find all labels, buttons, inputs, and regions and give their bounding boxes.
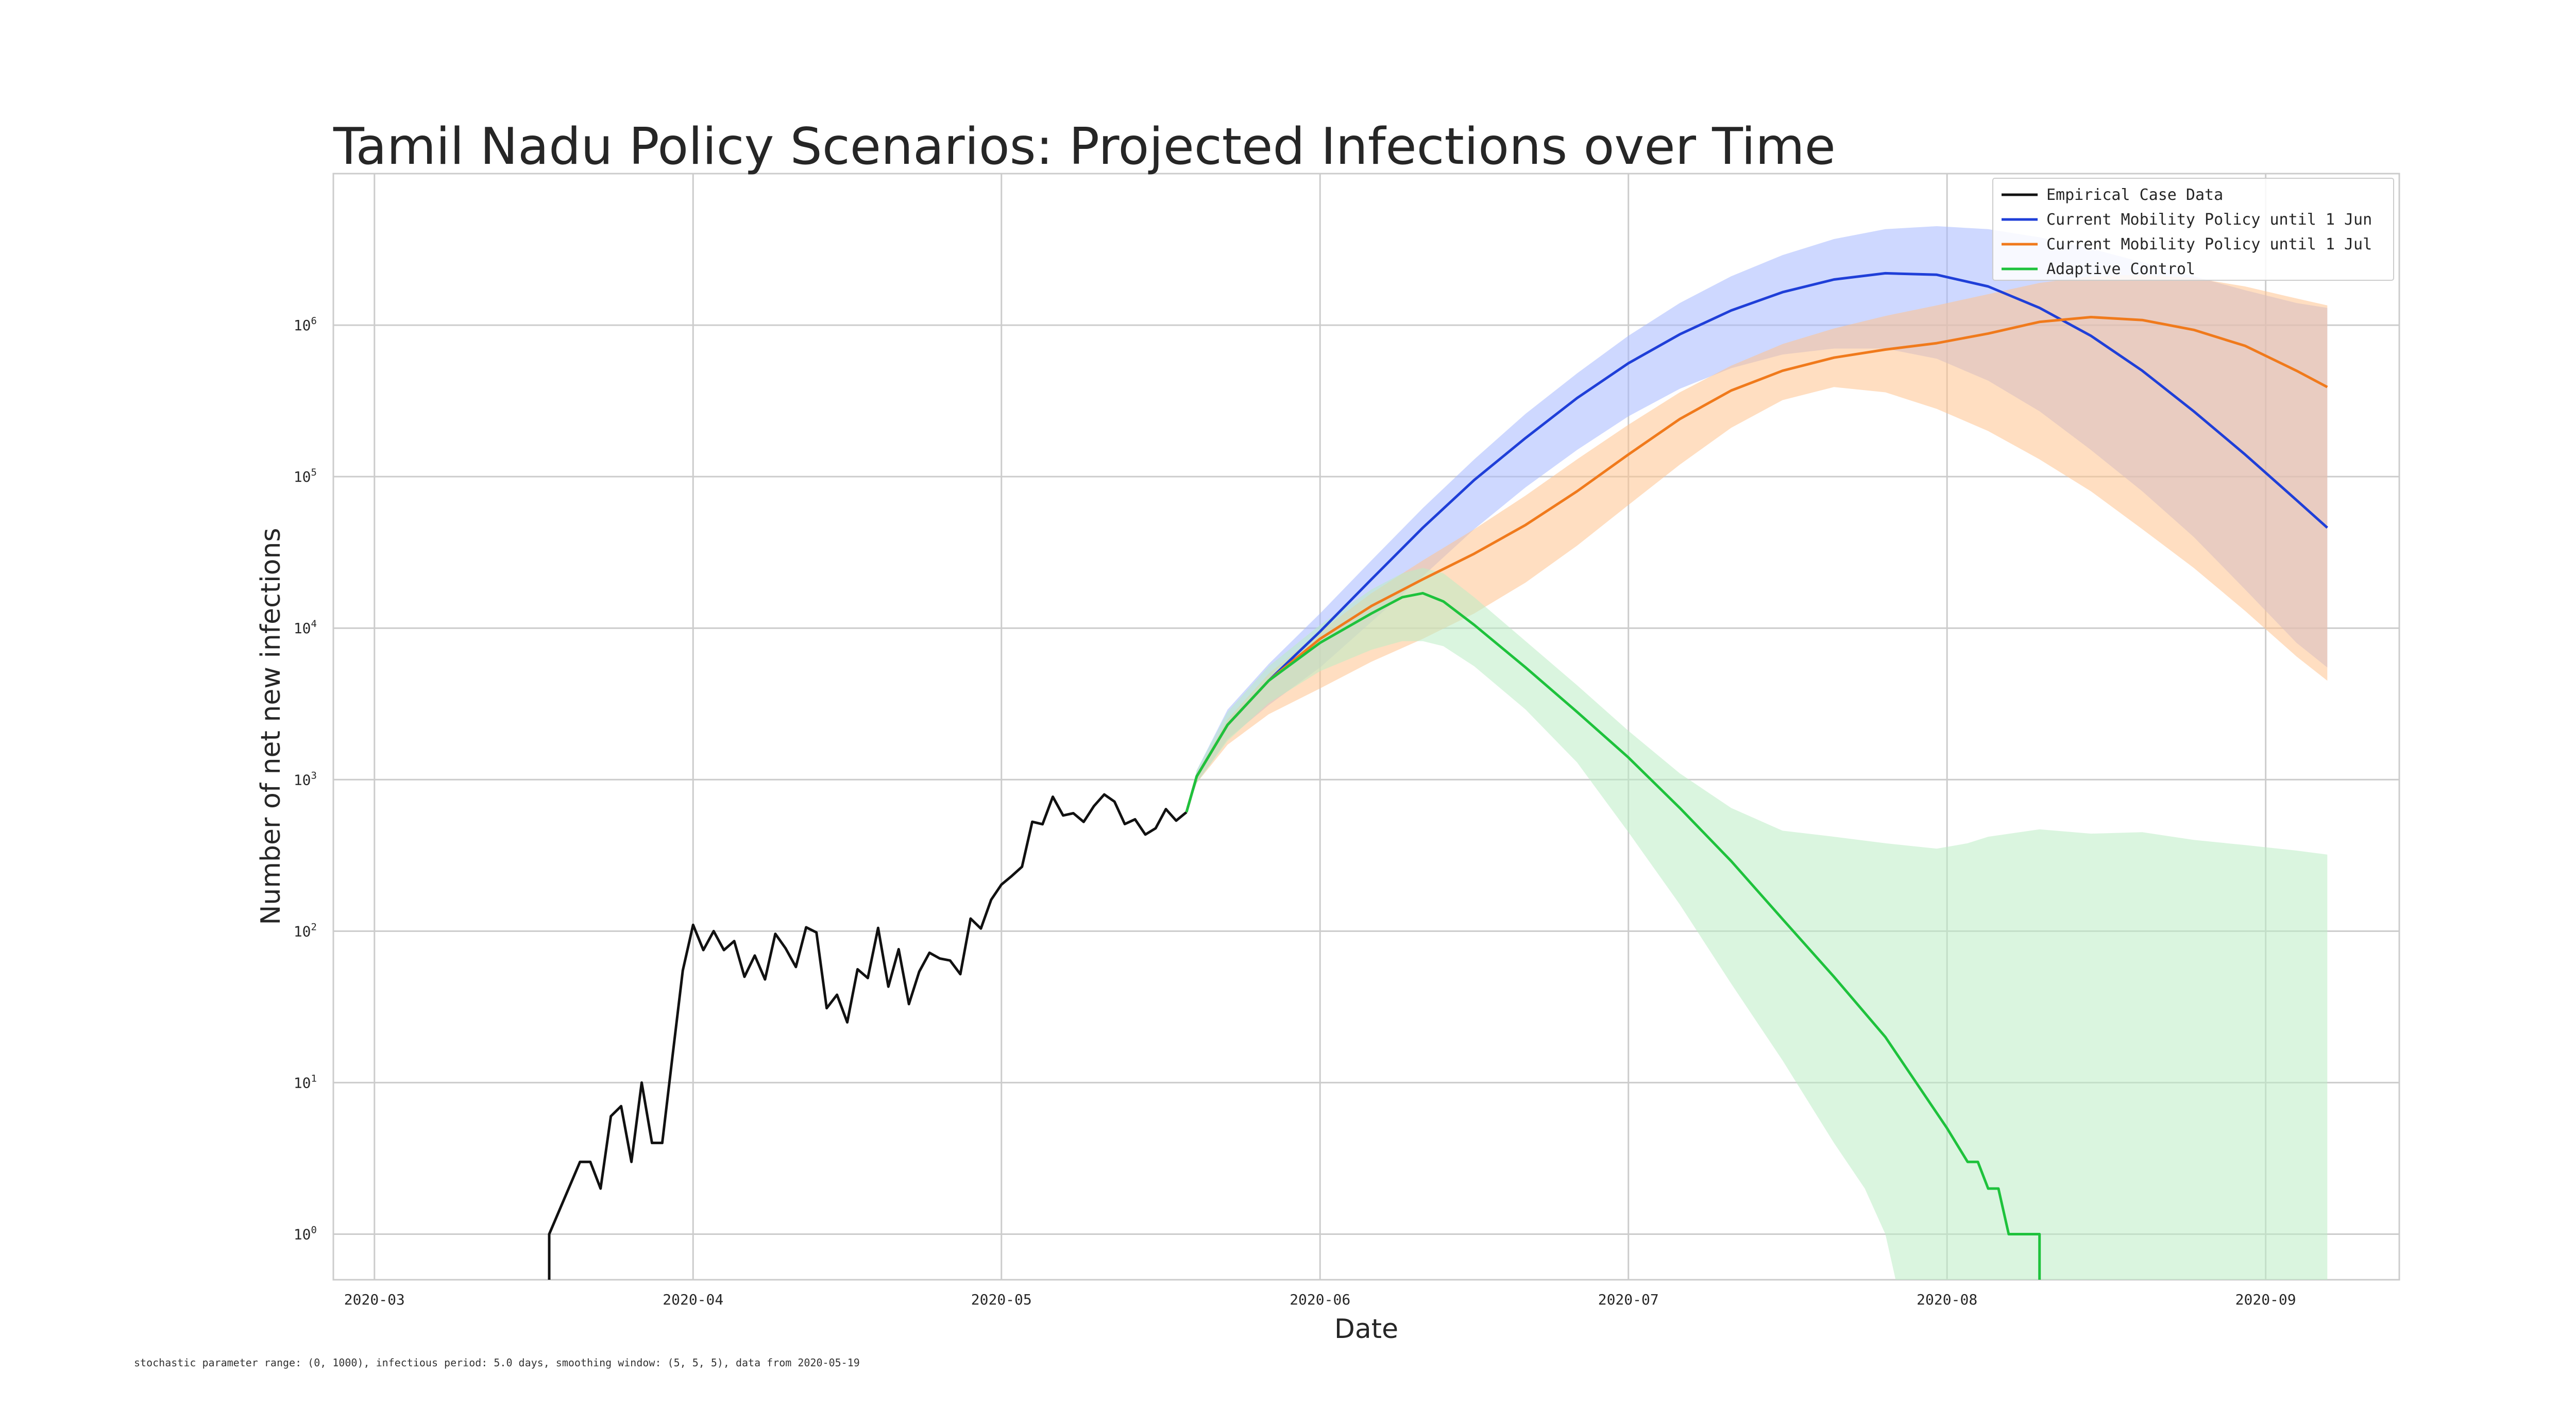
x-tick-label: 2020-05 bbox=[971, 1291, 1032, 1308]
footnote: stochastic parameter range: (0, 1000), i… bbox=[134, 1357, 860, 1369]
legend-label: Empirical Case Data bbox=[2046, 186, 2223, 204]
confidence-bands bbox=[1186, 226, 2328, 1280]
y-tick-label: 100 bbox=[294, 1224, 317, 1243]
y-axis-label: Number of net new infections bbox=[256, 528, 286, 925]
x-tick-label: 2020-08 bbox=[1917, 1291, 1977, 1308]
legend-label: Current Mobility Policy until 1 Jul bbox=[2046, 235, 2372, 253]
chart-title: Tamil Nadu Policy Scenarios: Projected I… bbox=[333, 117, 1836, 176]
series-line bbox=[1185, 591, 2041, 1280]
x-tick-label: 2020-03 bbox=[344, 1291, 405, 1308]
x-tick-label: 2020-09 bbox=[2235, 1291, 2296, 1308]
legend: Empirical Case Data Current Mobility Poli… bbox=[1992, 178, 2394, 281]
legend-box bbox=[1992, 178, 2394, 281]
confidence-band bbox=[1186, 275, 2328, 812]
series-lines bbox=[548, 272, 2328, 1280]
legend-label: Adaptive Control bbox=[2046, 260, 2195, 278]
y-tick-label: 101 bbox=[294, 1073, 317, 1091]
y-tick-label: 102 bbox=[294, 921, 317, 940]
x-ticks: 2020-03 2020-04 2020-05 2020-06 2020-07 2020-… bbox=[344, 1291, 2296, 1308]
series-line bbox=[1185, 316, 2328, 813]
confidence-band bbox=[1186, 568, 2328, 1280]
y-tick-label: 103 bbox=[294, 770, 317, 788]
series-line bbox=[548, 793, 1188, 1280]
y-tick-label: 105 bbox=[294, 467, 317, 485]
x-tick-label: 2020-07 bbox=[1598, 1291, 1659, 1308]
y-tick-label: 104 bbox=[294, 618, 317, 637]
x-tick-label: 2020-06 bbox=[1290, 1291, 1350, 1308]
x-tick-label: 2020-04 bbox=[663, 1291, 723, 1308]
series-line bbox=[1185, 272, 2328, 813]
y-tick-label: 106 bbox=[294, 315, 317, 334]
y-ticks: 100 101 102 103 104 105 106 bbox=[294, 315, 317, 1243]
legend-label: Current Mobility Policy until 1 Jun bbox=[2046, 211, 2372, 229]
x-axis-label: Date bbox=[1334, 1314, 1398, 1345]
